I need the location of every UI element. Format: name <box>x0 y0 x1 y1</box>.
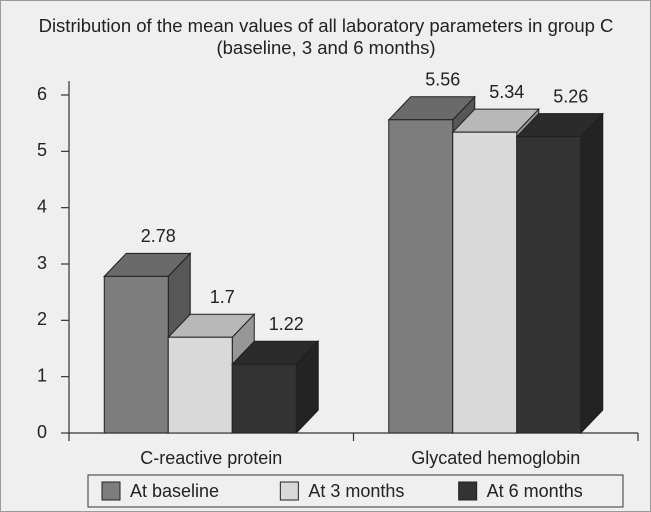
bar-front <box>452 131 518 434</box>
y-tick-label: 2 <box>37 309 47 329</box>
y-tick-label: 6 <box>37 84 47 104</box>
bar-top-shade <box>232 341 319 365</box>
bar-top-shade <box>104 253 191 277</box>
bar-side-shade <box>580 113 603 433</box>
bar-top-shade <box>168 314 255 338</box>
bar-front <box>103 275 169 434</box>
bar-top-shade <box>516 113 603 137</box>
value-label: 2.78 <box>141 226 176 246</box>
bar-top-shade <box>452 109 539 133</box>
value-label: 5.56 <box>425 70 460 90</box>
bar <box>515 112 604 435</box>
bar-front <box>388 119 454 434</box>
legend-label: At 6 months <box>487 481 583 501</box>
value-label: 1.22 <box>269 314 304 334</box>
y-tick-label: 5 <box>37 140 47 160</box>
legend-swatch <box>279 481 299 501</box>
bar <box>231 340 320 435</box>
value-label: 5.34 <box>489 82 524 102</box>
bar-front <box>167 336 233 434</box>
bar-side-shade <box>296 341 319 433</box>
y-tick-label: 1 <box>37 365 47 385</box>
y-tick-label: 3 <box>37 253 47 273</box>
chart-title: Distribution of the mean values of all l… <box>38 15 614 58</box>
value-label: 5.26 <box>553 86 588 106</box>
legend-box <box>87 474 624 508</box>
bar-front <box>516 136 582 434</box>
x-tick-label: Glycated hemoglobin <box>411 448 580 468</box>
y-tick-label: 0 <box>37 422 47 442</box>
legend-label: At baseline <box>130 481 219 501</box>
legend-label: At 3 months <box>308 481 404 501</box>
y-tick-label: 4 <box>37 196 47 216</box>
legend-swatch <box>101 481 121 501</box>
value-label: 1.7 <box>210 287 235 307</box>
legend-swatch <box>458 481 478 501</box>
x-tick-label: C-reactive protein <box>140 448 282 468</box>
bar-front <box>231 363 297 434</box>
bar-top-shade <box>388 96 475 120</box>
